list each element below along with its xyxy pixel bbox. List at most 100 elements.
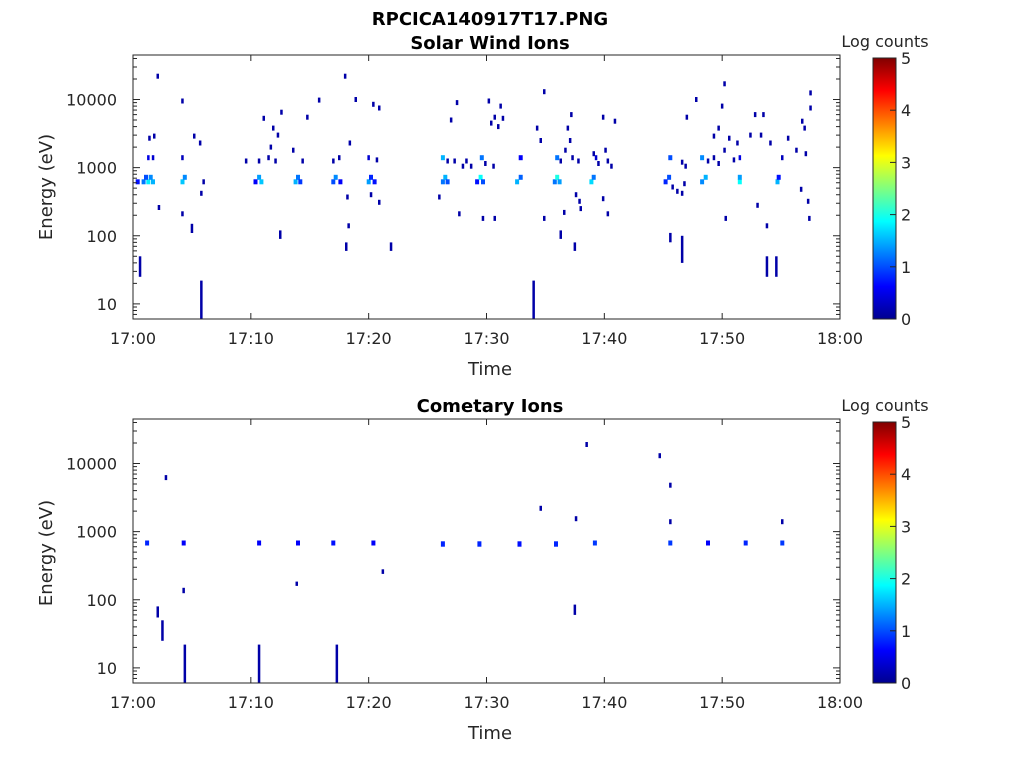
- solar-wind-data-cell: [465, 158, 468, 164]
- solar-wind-data-cell: [269, 144, 273, 150]
- cometary-marks: [145, 442, 785, 683]
- cometary-data-cell: [440, 541, 445, 547]
- solar-wind-data-cell: [720, 103, 724, 109]
- solar-wind-data-cell: [146, 179, 151, 185]
- cometary-data-cell: [161, 620, 164, 641]
- solar-wind-data-cell: [543, 89, 546, 95]
- solar-wind-data-cell: [738, 155, 742, 161]
- solar-wind-data-cell: [354, 97, 357, 102]
- solar-wind-data-cell: [193, 133, 196, 139]
- solar-wind-y-tick-label: 100: [86, 227, 117, 246]
- solar-wind-data-cell: [369, 192, 373, 198]
- solar-wind-data-cell: [346, 194, 349, 200]
- colorbar-bottom: Log counts 0 1 2 3 4 5: [841, 396, 928, 693]
- solar-wind-data-cell: [753, 112, 757, 118]
- solar-wind-data-cell: [765, 223, 769, 229]
- cometary-data-cell: [706, 540, 710, 546]
- solar-wind-data-cell: [198, 140, 202, 146]
- solar-wind-data-cell: [181, 155, 184, 161]
- solar-wind-data-cell: [501, 115, 505, 121]
- solar-wind-data-cell: [331, 179, 336, 185]
- solar-wind-data-cell: [449, 117, 453, 123]
- solar-wind-data-cell: [717, 161, 720, 166]
- solar-wind-data-cell: [369, 174, 373, 180]
- cometary-data-cell: [658, 453, 661, 459]
- solar-wind-data-cell: [559, 230, 562, 239]
- cometary-data-cell: [257, 540, 262, 546]
- solar-wind-data-cell: [481, 179, 485, 185]
- solar-wind-data-cell: [338, 179, 343, 185]
- solar-wind-data-cell: [259, 179, 264, 185]
- solar-wind-data-cell: [806, 198, 810, 204]
- solar-wind-data-cell: [564, 147, 567, 153]
- cometary-data-cell: [335, 644, 339, 683]
- cometary-data-cell: [669, 519, 672, 525]
- cometary-x-tick-label: 17:40: [581, 693, 627, 712]
- solar-wind-data-cell: [577, 158, 580, 164]
- cometary-plot-area: [133, 419, 840, 683]
- cometary-x-tick-label: 17:30: [463, 693, 509, 712]
- colorbar-bottom-label: Log counts: [841, 396, 928, 415]
- cometary-x-tick-label: 18:00: [817, 693, 863, 712]
- solar-wind-data-cell: [481, 215, 485, 221]
- solar-wind-data-cell: [438, 194, 441, 200]
- cometary-data-cell: [182, 587, 185, 594]
- solar-wind-data-cell: [539, 138, 542, 143]
- cometary-ylabel: Energy (eV): [36, 500, 57, 606]
- solar-wind-data-cell: [574, 192, 578, 198]
- solar-wind-data-cell: [671, 184, 674, 190]
- solar-wind-data-cell: [348, 140, 352, 146]
- solar-wind-data-cell: [262, 115, 265, 121]
- solar-wind-data-cell: [518, 155, 523, 161]
- solar-wind-data-cell: [737, 174, 742, 180]
- solar-wind-x-tick-label: 18:00: [817, 329, 863, 348]
- solar-wind-data-cell: [804, 151, 808, 157]
- cometary-data-cell: [573, 604, 577, 615]
- cometary-x-tick-label: 17:00: [110, 693, 156, 712]
- solar-wind-data-cell: [555, 155, 560, 161]
- cometary-data-cell: [780, 540, 785, 546]
- colorbar-tick-label: 4: [901, 101, 911, 120]
- solar-wind-data-cell: [610, 163, 613, 169]
- solar-wind-data-cell: [703, 174, 708, 180]
- solar-wind-data-cell: [338, 155, 341, 161]
- solar-wind-data-cell: [333, 174, 338, 180]
- solar-wind-data-cell: [181, 211, 184, 217]
- solar-wind-plot-area: [133, 55, 840, 319]
- solar-wind-data-cell: [669, 232, 672, 243]
- solar-wind-data-cell: [759, 132, 763, 138]
- solar-wind-data-cell: [803, 125, 806, 131]
- solar-wind-data-cell: [148, 174, 153, 180]
- solar-wind-data-cell: [557, 179, 562, 185]
- solar-wind-data-cell: [563, 209, 566, 215]
- colorbar-tick-label: 0: [901, 674, 911, 693]
- solar-wind-data-cell: [775, 256, 778, 277]
- solar-wind-data-cell: [293, 179, 298, 185]
- solar-wind-axes: 17:00 17:10 17:20 17:30 17:40 17:50 18:00 10 100…: [66, 54, 863, 348]
- solar-wind-data-cell: [493, 215, 496, 221]
- solar-wind-data-cell: [594, 155, 598, 161]
- solar-wind-data-cell: [378, 105, 381, 111]
- solar-wind-data-cell: [151, 179, 155, 185]
- cometary-data-cell: [257, 644, 261, 683]
- colorbar-tick-label: 2: [901, 206, 911, 225]
- solar-wind-data-cell: [446, 158, 449, 164]
- solar-wind-data-cell: [613, 118, 617, 124]
- solar-wind-data-cell: [157, 205, 161, 210]
- solar-wind-data-cell: [799, 186, 803, 192]
- solar-wind-data-cell: [728, 135, 731, 141]
- solar-wind-data-cell: [559, 158, 562, 164]
- cometary-data-cell: [668, 540, 673, 546]
- solar-wind-panel: Solar Wind Ions 17:00 17:10 17:20 17:30 17:4…: [36, 33, 863, 380]
- solar-wind-data-cell: [443, 174, 448, 180]
- solar-wind-data-cell: [492, 163, 495, 169]
- solar-wind-y-tick-label: 10000: [66, 91, 117, 110]
- colorbar-top-gradient: [872, 57, 897, 320]
- solar-wind-data-cell: [568, 138, 572, 143]
- cometary-data-cell: [156, 606, 159, 618]
- solar-wind-data-cell: [332, 158, 335, 164]
- cometary-data-cell: [164, 475, 168, 481]
- solar-wind-data-cell: [445, 179, 450, 185]
- solar-wind-data-cell: [458, 211, 461, 217]
